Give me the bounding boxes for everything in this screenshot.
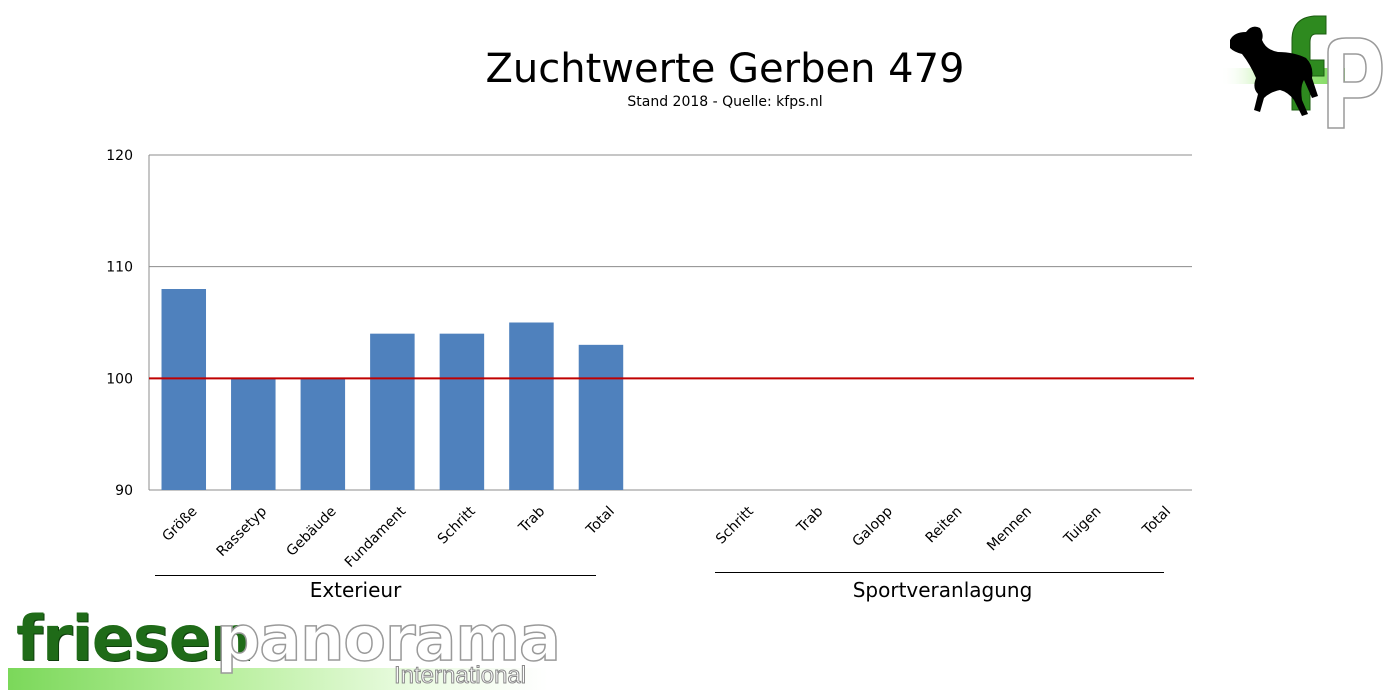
bar-schritt (439, 333, 485, 490)
y-tick-label: 120 (106, 148, 133, 164)
group-line-exterieur (155, 575, 596, 576)
brand-friesen: friesen (16, 602, 254, 675)
brand-band (8, 668, 548, 690)
x-tick-label: Schritt (713, 503, 757, 547)
x-tick-label: Rassetyp (214, 503, 271, 560)
brand-international: International (393, 662, 527, 690)
x-tick-label: Reiten (923, 504, 966, 547)
x-tick-label: Tuigen (1060, 504, 1104, 548)
x-tick-label: Galopp (850, 503, 897, 550)
group-line-sportveranlagung (715, 572, 1164, 573)
y-tick-label: 90 (115, 483, 133, 499)
bar-total (578, 344, 624, 490)
horse-icon (1230, 26, 1318, 117)
chart-title: Zuchtwerte Gerben 479 (485, 46, 965, 92)
x-tick-label: Trab (515, 503, 548, 536)
x-tick-label: Schritt (435, 503, 479, 547)
y-tick-label: 100 (106, 371, 133, 387)
x-tick-label: Total (1139, 504, 1174, 539)
group-label-exterieur: Exterieur (309, 578, 402, 602)
x-tick-label: Trab (793, 503, 826, 536)
chart-subtitle: Stand 2018 - Quelle: kfps.nl (627, 94, 823, 110)
x-tick-label: Fundament (342, 503, 410, 571)
y-tick-label: 110 (106, 260, 133, 276)
x-tick-label: Mennen (984, 504, 1035, 555)
friesenpanorama-logo: friesen panorama International (8, 601, 562, 698)
bar-größe (161, 289, 207, 490)
bar-rassetyp (231, 378, 276, 490)
fp-logo (1220, 10, 1390, 130)
x-tick-label: Gebäude (284, 504, 340, 560)
group-label-sportveranlagung: Sportveranlagung (852, 578, 1033, 602)
x-tick-label: Total (583, 504, 618, 539)
bar-fundament (370, 333, 415, 490)
bar-gebäude (300, 378, 346, 490)
bar-trab (509, 322, 554, 490)
x-tick-label: Größe (159, 504, 200, 545)
brand-panorama: panorama (215, 601, 561, 676)
